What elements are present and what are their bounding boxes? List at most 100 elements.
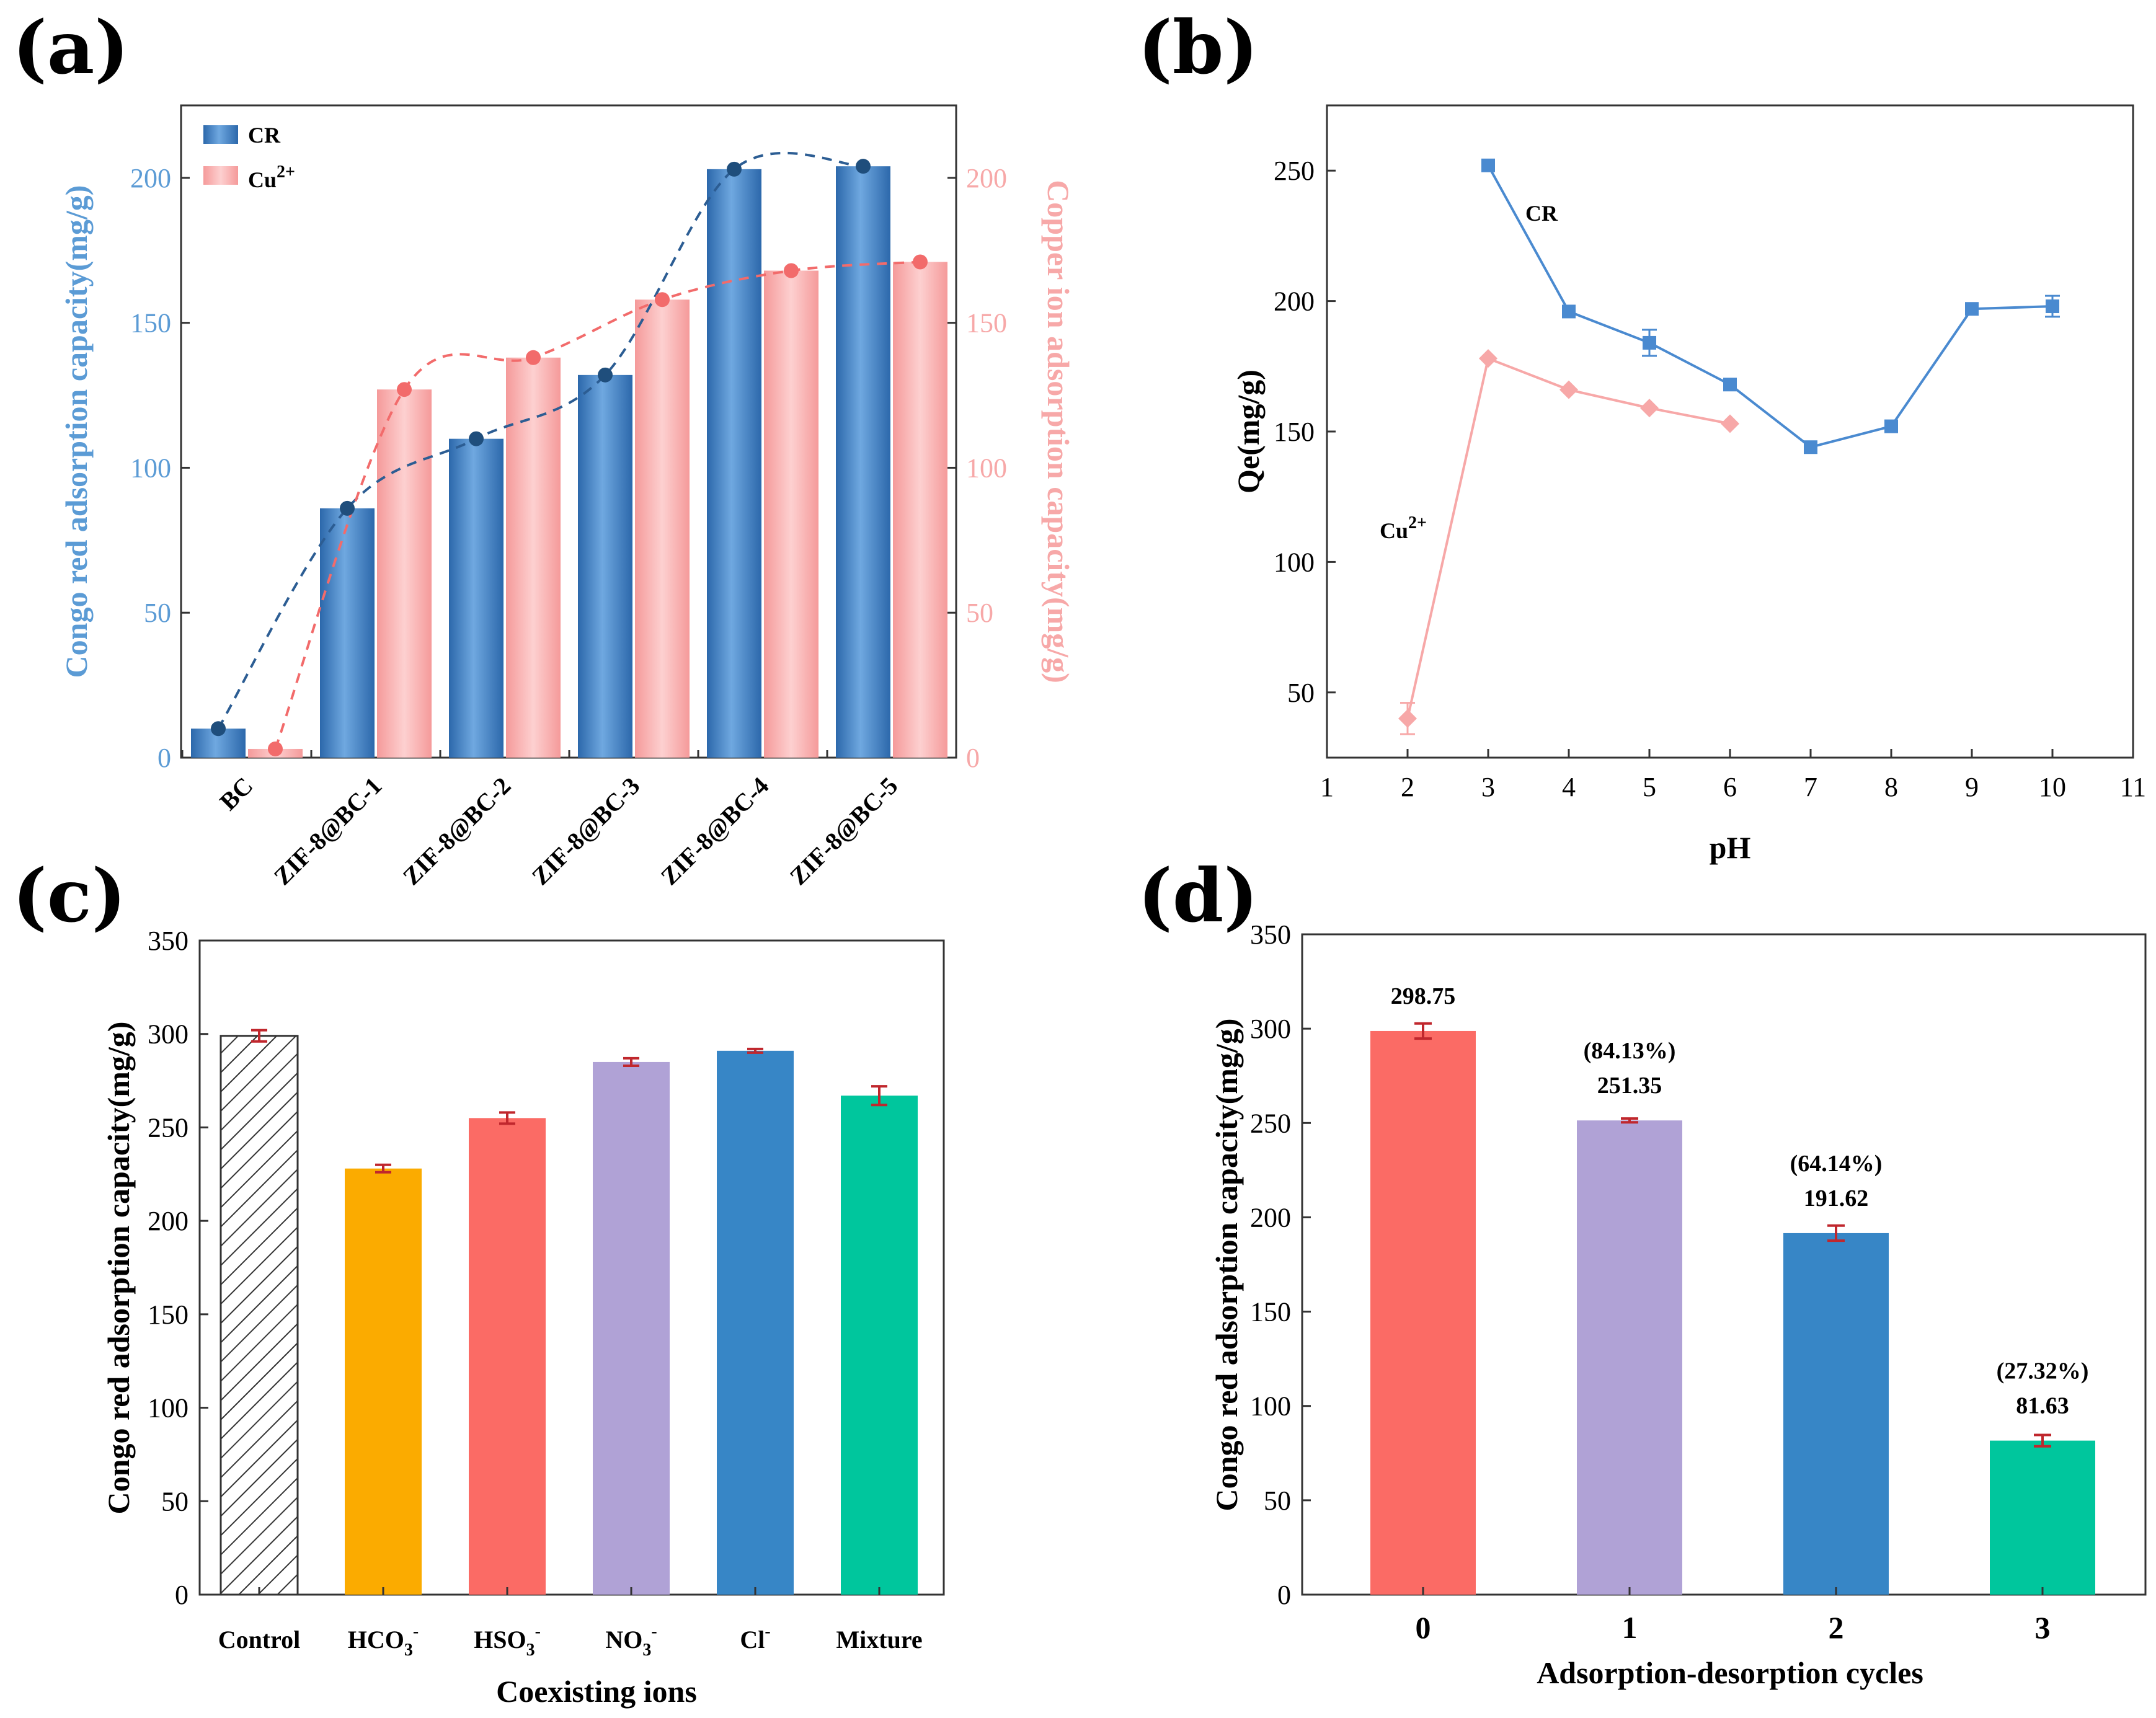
bar-c (345, 1168, 422, 1595)
y-axis-title-a: Congo red adsorption capacity(mg/g) (59, 185, 94, 678)
y-tick-label-a: 150 (130, 308, 171, 339)
category-labels-a: BC ZIF-8@BC-1 ZIF-8@BC-2 ZIF-8@BC-3 ZIF-8@BC… (214, 772, 903, 891)
error-bar-d (2034, 1433, 2051, 1448)
bar-c (593, 1061, 670, 1595)
category-label-c: Control (218, 1626, 301, 1654)
bar-c (841, 1096, 918, 1595)
y-tick-label-c: 100 (148, 1393, 189, 1424)
category-label-c: HSO3- (474, 1622, 541, 1660)
percent-label-d: (84.13%) (1584, 1038, 1676, 1064)
y-tick-label-b: 150 (1274, 417, 1315, 447)
x-tick-label-d: 1 (1622, 1610, 1638, 1645)
x-axis-title-d: Adsorption-desorption cycles (1537, 1655, 1923, 1690)
x-tick-label-b: 4 (1562, 772, 1576, 802)
category-label-a: ZIF-8@BC-5 (784, 772, 903, 891)
error-bar-c (499, 1111, 515, 1125)
bar-cr (449, 438, 504, 758)
y-tick-label-d: 200 (1250, 1202, 1291, 1233)
bar-d (1783, 1233, 1889, 1595)
y2-tick-label-a: 150 (966, 308, 1007, 339)
point-cr (727, 161, 742, 177)
x-tick-label-b: 6 (1723, 772, 1737, 802)
panel-label-a: (a) (12, 4, 129, 91)
series-label-cu: Cu2+ (1380, 513, 1427, 543)
marker-cr (1643, 335, 1656, 350)
plot-frame-d (1301, 933, 2147, 1596)
data-label-d: 191.62 (1804, 1185, 1869, 1211)
point-cr (340, 500, 355, 516)
category-label-c: HCO3- (348, 1622, 419, 1660)
bar-cu (893, 262, 947, 758)
category-label-c: Cl- (740, 1622, 770, 1654)
bar-c (220, 1035, 299, 1596)
x-tick-label-b: 3 (1481, 772, 1495, 802)
plot-frame-c (198, 939, 945, 1596)
legend-swatch-cu (203, 166, 238, 185)
category-label-a: ZIF-8@BC-4 (655, 772, 774, 891)
y-tick-label-c: 250 (148, 1112, 189, 1143)
percent-label-d: (64.14%) (1790, 1151, 1883, 1177)
y-tick-label-c: 300 (148, 1019, 189, 1050)
y-tick-label-c: 200 (148, 1206, 189, 1236)
error-bar-d (1414, 1022, 1432, 1040)
y-tick-label-d: 300 (1250, 1014, 1291, 1044)
series-line-cu (1406, 356, 1731, 719)
error-bar-c (375, 1163, 391, 1174)
point-cu (526, 350, 541, 365)
x-tick-label-b: 1 (1320, 772, 1334, 802)
bars-c (220, 1029, 918, 1596)
x-tick-label-b: 10 (2039, 772, 2066, 802)
percent-label-d: (27.32%) (1997, 1358, 2089, 1384)
category-labels-c: Control HCO3- HSO3- NO3- Cl- Mixture (218, 1622, 923, 1660)
y-tick-label-d: 250 (1250, 1108, 1291, 1138)
point-cu (397, 382, 412, 397)
category-label-c: Mixture (836, 1626, 922, 1654)
marker-cu (1479, 349, 1497, 368)
y-tick-label-d: 0 (1277, 1580, 1291, 1610)
bar-cr (836, 166, 890, 758)
y-axis-title-d: Congo red adsorption capacity(mg/g) (1209, 1019, 1244, 1512)
category-label-c: NO3- (605, 1622, 657, 1660)
panel-label-d: (d) (1138, 852, 1258, 939)
bar-cr (578, 374, 632, 758)
left-axis-a: 0 50 100 150 200 (130, 163, 190, 773)
x-tick-label-b: 2 (1401, 772, 1414, 802)
y-tick-label-c: 150 (148, 1300, 189, 1330)
x-axis-title-c: Coexisting ions (496, 1674, 697, 1709)
point-cr (598, 367, 613, 383)
error-bar-d (1827, 1224, 1845, 1242)
x-tick-label-b: 7 (1804, 772, 1817, 802)
series-label-cr: CR (1525, 201, 1558, 226)
error-bar-c (747, 1047, 763, 1054)
marker-cu (1559, 380, 1578, 399)
y2-tick-label-a: 50 (966, 598, 993, 628)
category-label-a: BC (214, 772, 258, 816)
data-label-d: 251.35 (1597, 1073, 1662, 1099)
x-axis-title-b: pH (1710, 830, 1751, 865)
panel-label-b: (b) (1138, 4, 1258, 91)
marker-cr (1562, 304, 1576, 319)
error-bar-c (871, 1085, 887, 1107)
y-tick-label-a: 100 (130, 453, 171, 483)
x-tick-label-b: 8 (1884, 772, 1898, 802)
y2-tick-label-a: 100 (966, 453, 1007, 483)
y-tick-label-b: 200 (1274, 286, 1315, 317)
marker-cu (1721, 414, 1739, 433)
bar-cr (320, 508, 375, 758)
trend-curve-cr (217, 151, 864, 730)
panel-c: (c) 0 50 100 150 200 250 300 350 Control HCO3- HS… (12, 852, 945, 1709)
y-tick-label-a: 0 (157, 743, 171, 773)
y-tick-label-c: 50 (161, 1486, 189, 1517)
x-tick-label-d: 3 (2035, 1610, 2051, 1645)
bar-cu (377, 389, 432, 758)
y-tick-label-c: 350 (148, 926, 189, 956)
bars-a (181, 166, 947, 758)
marker-cr (1965, 302, 1979, 316)
right-axis-a: 0 50 100 150 200 (947, 163, 1007, 773)
bars-d: 0 298.75 1 251.35 (84.13%) 2 191.62 (64.14%) 3 81… (1370, 983, 2095, 1645)
y-axis-title-c: Congo red adsorption capacity(mg/g) (101, 1022, 136, 1515)
y2-axis-title-a: Copper ion adsorption capacity(mg/g) (1041, 180, 1076, 683)
marker-cr (1723, 378, 1737, 392)
point-cu (913, 254, 928, 270)
